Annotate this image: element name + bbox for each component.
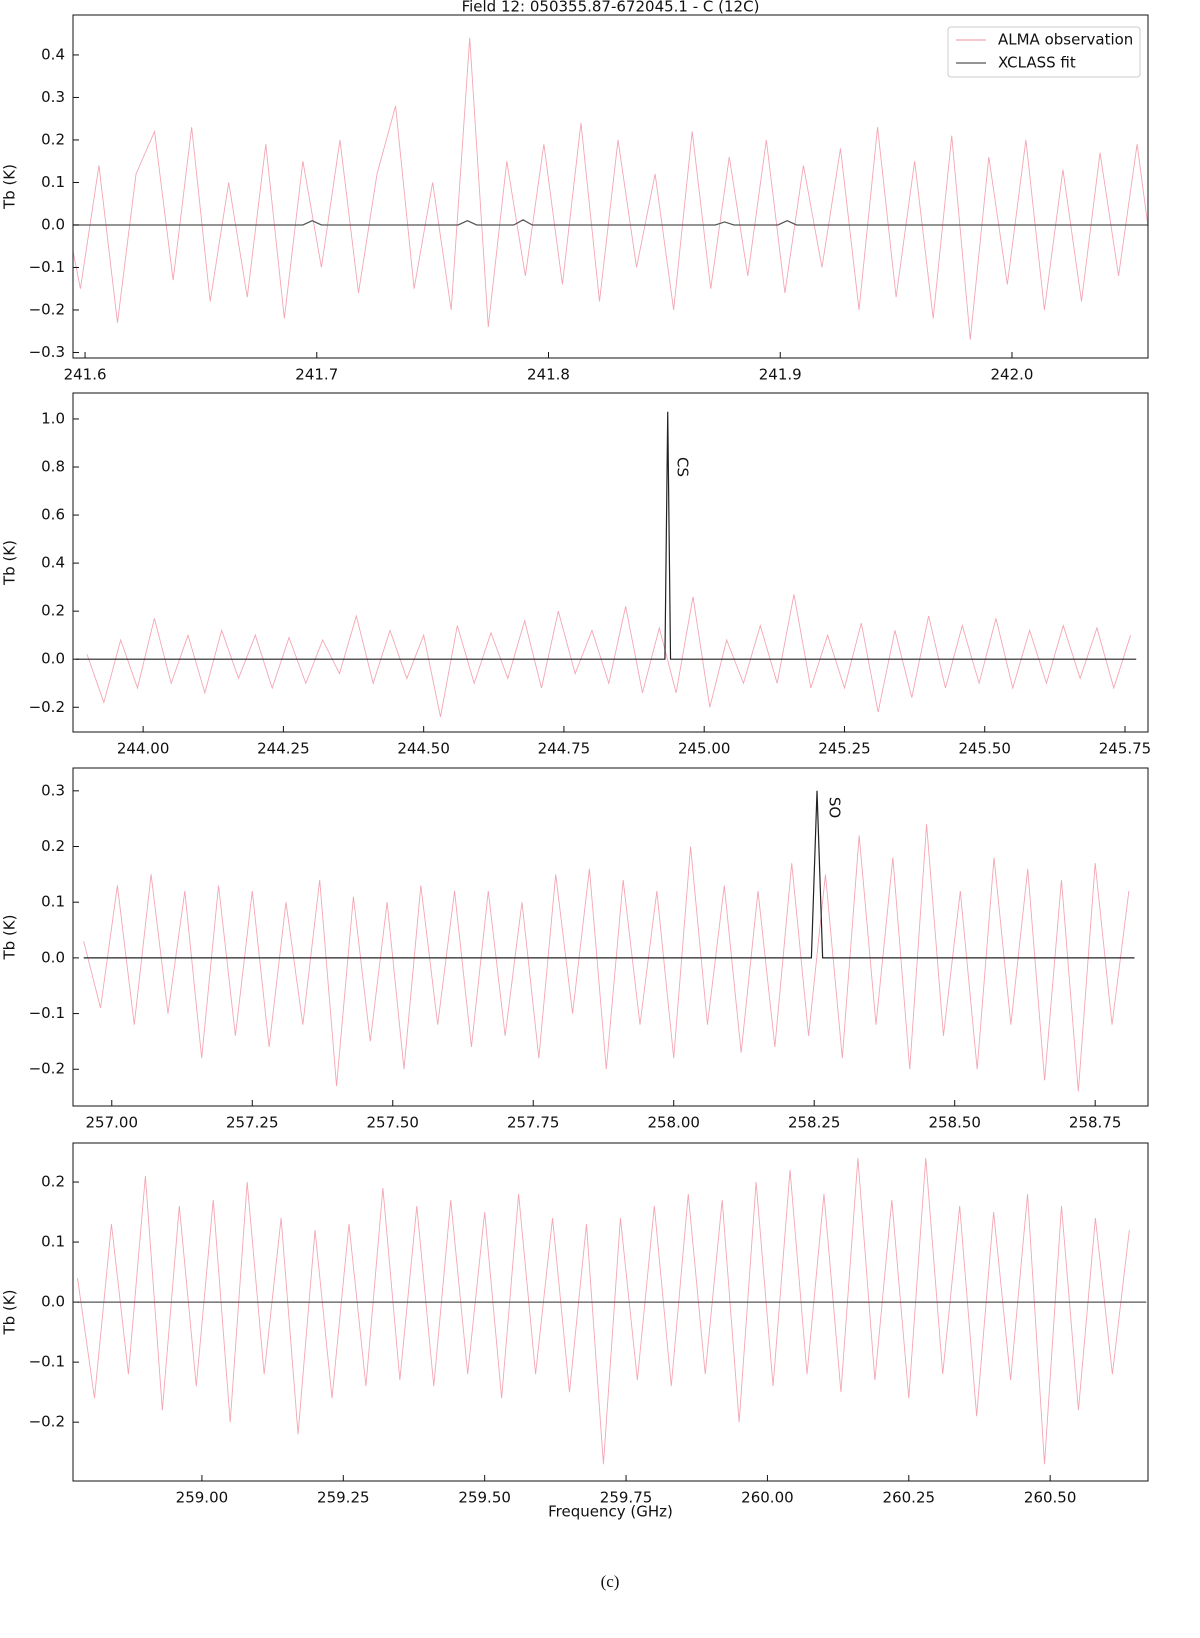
y-tick-label: −0.2: [29, 698, 65, 716]
y-tick-label: 0.1: [41, 893, 65, 911]
y-tick-label: 0.6: [41, 506, 65, 524]
x-tick-label: 244.00: [117, 740, 170, 758]
x-tick-label: 241.9: [759, 366, 802, 384]
y-tick-label: −0.1: [29, 1004, 65, 1022]
y-tick-label: 0.0: [41, 1293, 65, 1311]
y-tick-label: 0.0: [41, 215, 65, 233]
y-tick-label: −0.2: [29, 1060, 65, 1078]
x-tick-label: 242.0: [990, 366, 1033, 384]
y-tick-label: 0.3: [41, 88, 65, 106]
caption: (c): [601, 1572, 620, 1591]
y-tick-label: −0.2: [29, 300, 65, 318]
x-tick-label: 258.50: [928, 1114, 981, 1132]
annotation: SO: [825, 797, 843, 818]
y-tick-label: 0.2: [41, 130, 65, 148]
y-tick-label: 0.1: [41, 1233, 65, 1251]
y-tick-label: 0.8: [41, 457, 65, 475]
x-tick-label: 260.00: [741, 1489, 794, 1507]
x-tick-label: 241.7: [295, 366, 338, 384]
x-tick-label: 245.25: [818, 740, 871, 758]
x-tick-label: 259.75: [600, 1489, 653, 1507]
x-tick-label: 245.50: [958, 740, 1011, 758]
y-axis-label: Tb (K): [1, 1290, 19, 1336]
y-tick-label: 0.4: [41, 45, 65, 63]
panel: 241.6 241.7 241.8 241.9 242.0 −0.3 −0.2 −0.1 0.0…: [1, 0, 1149, 384]
legend-box: [947, 26, 1141, 78]
x-tick-label: 245.00: [678, 740, 731, 758]
x-tick-label: 257.25: [226, 1114, 279, 1132]
series-line: [83, 790, 1135, 959]
y-tick-label: −0.2: [29, 1413, 65, 1431]
x-tick-label: 244.50: [397, 740, 450, 758]
x-tick-label: 260.25: [883, 1489, 936, 1507]
y-tick-label: 0.0: [41, 650, 65, 668]
series-line: [75, 411, 1137, 660]
x-tick-label: 257.00: [86, 1114, 139, 1132]
axes-frame: [72, 392, 1149, 733]
series-line: [73, 219, 1148, 226]
plot-area: [77, 1157, 1147, 1465]
x-axis-label: Frequency (GHz): [548, 1503, 673, 1521]
legend-label: ALMA observation: [998, 31, 1133, 49]
x-tick-label: 259.50: [458, 1489, 511, 1507]
x-tick-label: 244.75: [538, 740, 591, 758]
axes-frame: [72, 767, 1149, 1107]
y-tick-label: 0.2: [41, 837, 65, 855]
y-tick-label: 0.3: [41, 781, 65, 799]
x-tick-label: 241.6: [64, 366, 107, 384]
y-tick-label: 0.4: [41, 554, 65, 572]
y-tick-label: −0.1: [29, 1353, 65, 1371]
y-axis-label: Tb (K): [1, 164, 19, 210]
series-line: [73, 37, 1148, 340]
x-tick-label: 259.00: [176, 1489, 229, 1507]
y-tick-label: 1.0: [41, 409, 65, 427]
plot-area: [83, 790, 1135, 1092]
x-tick-label: 241.8: [527, 366, 570, 384]
x-tick-label: 257.50: [366, 1114, 419, 1132]
series-line: [77, 1157, 1130, 1465]
axes-frame: [72, 14, 1149, 359]
axes-frame: [72, 1142, 1149, 1482]
y-tick-label: 0.0: [41, 948, 65, 966]
y-axis-label: Tb (K): [1, 915, 19, 961]
x-tick-label: 245.75: [1099, 740, 1152, 758]
plot-area: [75, 411, 1137, 717]
panel: 257.00 257.25 257.50 257.75 258.00 258.25 258.…: [1, 767, 1149, 1132]
y-tick-label: −0.3: [29, 343, 65, 361]
y-tick-label: 0.2: [41, 1173, 65, 1191]
plot-area: [73, 37, 1148, 340]
series-line: [83, 824, 1130, 1092]
x-tick-label: 257.75: [507, 1114, 560, 1132]
series-line: [86, 594, 1132, 717]
x-tick-label: 258.75: [1069, 1114, 1122, 1132]
x-tick-label: 244.25: [257, 740, 310, 758]
panel: 259.00 259.25 259.50 259.75 260.00 260.25 260.…: [1, 1142, 1149, 1521]
x-tick-label: 259.25: [317, 1489, 370, 1507]
chart-title: Field 12: 050355.87-672045.1 - C (12C): [462, 0, 760, 16]
legend-label: XCLASS fit: [998, 54, 1076, 72]
panel: 244.00 244.25 244.50 244.75 245.00 245.25 245.…: [1, 392, 1152, 758]
y-tick-label: 0.1: [41, 173, 65, 191]
x-tick-label: 258.00: [647, 1114, 700, 1132]
annotation: CS: [673, 457, 691, 477]
x-tick-label: 258.25: [788, 1114, 841, 1132]
y-axis-label: Tb (K): [1, 540, 19, 586]
y-tick-label: 0.2: [41, 602, 65, 620]
x-tick-label: 260.50: [1024, 1489, 1077, 1507]
y-tick-label: −0.1: [29, 258, 65, 276]
